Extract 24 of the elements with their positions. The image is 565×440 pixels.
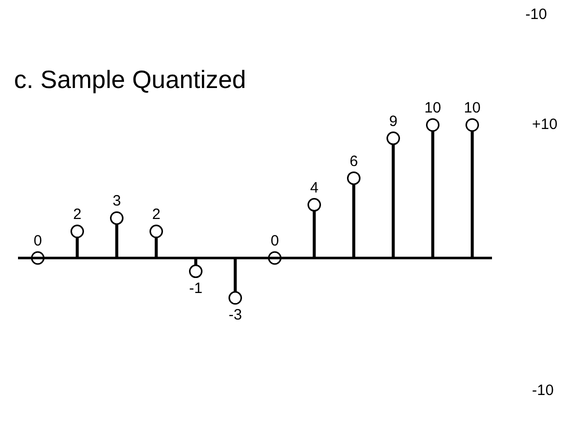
data-label: -3: [228, 306, 242, 324]
data-label: 0: [270, 232, 279, 250]
chart-title: c. Sample Quantized: [14, 66, 246, 95]
point: [386, 132, 400, 146]
data-label: 2: [73, 206, 82, 224]
data-label: 10: [424, 100, 442, 117]
point: [228, 291, 242, 305]
point: [308, 198, 321, 212]
point: [466, 118, 479, 132]
data-label: 2: [152, 206, 160, 224]
data-label: 6: [350, 152, 358, 170]
data-label: 0: [34, 232, 42, 250]
point: [110, 211, 124, 225]
data-label: -1: [189, 280, 202, 297]
data-label: 4: [310, 179, 318, 196]
point: [150, 224, 163, 238]
point: [426, 118, 440, 132]
y-tick-label: +10: [532, 116, 558, 134]
point: [189, 264, 202, 278]
data-label: 10: [464, 100, 481, 117]
point: [347, 171, 360, 185]
data-label: 3: [112, 192, 121, 210]
data-label: 9: [389, 112, 398, 130]
point: [70, 224, 84, 238]
